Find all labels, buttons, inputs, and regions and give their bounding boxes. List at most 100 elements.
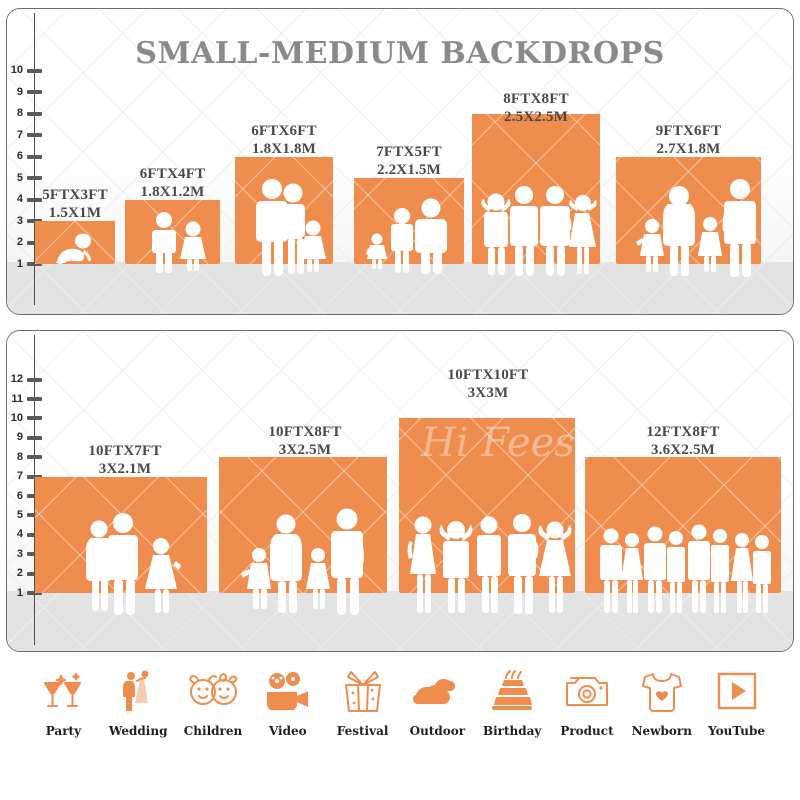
- tick-mark: [27, 377, 42, 382]
- silhouette-person-2: [437, 515, 475, 613]
- y-tick-11: 11: [9, 392, 42, 406]
- usage-item-video[interactable]: Video: [250, 664, 325, 738]
- silhouette-baby: [53, 232, 101, 264]
- birthday-cake-icon: [488, 664, 536, 718]
- y-tick-5: 5: [9, 171, 42, 185]
- usage-label: Birthday: [482, 724, 542, 738]
- y-tick-4: 4: [9, 193, 42, 207]
- usage-item-youtube[interactable]: YouTube: [699, 664, 774, 738]
- silhouette-mother: [660, 184, 698, 276]
- silhouette-adult-d: [568, 190, 598, 274]
- usage-label: Product: [560, 724, 614, 738]
- usage-label: Outdoor: [409, 724, 466, 738]
- silhouette-adult-b: [508, 184, 540, 276]
- y-tick-1: 1: [9, 586, 42, 600]
- y-tick-1: 1: [9, 257, 42, 271]
- usage-item-children[interactable]: Children: [176, 664, 251, 738]
- silhouette-father: [720, 177, 758, 277]
- silhouette-man-tall: [105, 511, 141, 615]
- tick-mark: [27, 176, 42, 180]
- usage-item-wedding[interactable]: Wedding: [101, 664, 176, 738]
- tick-mark: [27, 416, 42, 421]
- y-tick-7: 7: [9, 470, 42, 484]
- silhouette-crowd-5: [685, 523, 713, 613]
- y-tick-9: 9: [9, 85, 42, 99]
- y-tick-6: 6: [9, 150, 42, 164]
- bar-6ftx4ft: [125, 199, 220, 273]
- silhouette-man: [414, 198, 448, 274]
- video-camera-icon: [263, 664, 313, 718]
- usage-item-product[interactable]: Product: [550, 664, 625, 738]
- gift-box-icon: [340, 664, 386, 718]
- silhouette-woman: [387, 207, 417, 273]
- tick-mark: [27, 591, 42, 595]
- bar-7ftx5ft: [354, 178, 464, 274]
- y-tick-7: 7: [9, 128, 42, 142]
- y-tick-9: 9: [9, 431, 42, 445]
- usage-label: Video: [268, 724, 307, 738]
- y-tick-10: 10: [9, 411, 42, 425]
- silhouette-crowd-7: [729, 531, 755, 613]
- silhouette-crowd-1: [597, 527, 625, 613]
- silhouette-crowd-8: [749, 533, 775, 613]
- tick-mark: [27, 219, 42, 223]
- usage-item-festival[interactable]: Festival: [325, 664, 400, 738]
- silhouette-person-5: [537, 515, 573, 613]
- tick-mark: [27, 262, 42, 266]
- usage-label: Children: [183, 724, 243, 738]
- silhouette-crowd-3: [641, 525, 669, 613]
- usage-item-party[interactable]: Party: [26, 664, 101, 738]
- tick-mark: [27, 68, 42, 73]
- tick-mark: [27, 197, 42, 202]
- tick-mark: [27, 532, 42, 537]
- y-tick-10: 10: [9, 64, 42, 78]
- tick-mark: [27, 111, 42, 116]
- party-glasses-icon: [41, 664, 85, 718]
- page-title: SMALL-MEDIUM BACKDROPS: [135, 36, 665, 71]
- y-axis-line-top: [34, 13, 36, 305]
- y-tick-3: 3: [9, 547, 42, 561]
- silhouette-crowd-4: [663, 529, 689, 613]
- silhouette-crowd-2: [619, 531, 645, 613]
- usage-item-birthday[interactable]: Birthday: [475, 664, 550, 738]
- y-tick-8: 8: [9, 107, 42, 121]
- usage-item-newborn[interactable]: Newborn: [624, 664, 699, 738]
- y-tick-2: 2: [9, 236, 42, 250]
- tick-mark: [27, 133, 42, 137]
- silhouette-couple: [255, 178, 307, 276]
- silhouette-girl-small: [636, 218, 666, 272]
- silhouette-child-right: [303, 547, 333, 609]
- tick-mark: [27, 435, 42, 440]
- silhouette-adult-c: [538, 184, 572, 276]
- y-tick-8: 8: [9, 450, 42, 464]
- usage-item-outdoor[interactable]: Outdoor: [400, 664, 475, 738]
- silhouette-mother-long: [267, 513, 305, 613]
- silhouette-crowd-6: [707, 527, 733, 613]
- children-faces-icon: [187, 664, 239, 718]
- tick-mark: [27, 513, 42, 518]
- usage-label: Newborn: [631, 724, 692, 738]
- usage-label: Festival: [336, 724, 389, 738]
- y-tick-2: 2: [9, 567, 42, 581]
- tick-mark: [27, 455, 42, 460]
- bar-10ftx8ft: [219, 457, 387, 615]
- tick-mark: [27, 552, 42, 557]
- y-tick-12: 12: [9, 373, 42, 387]
- tick-mark: [27, 154, 42, 159]
- bar-6ftx6ft: [235, 156, 333, 276]
- usage-label: Wedding: [108, 724, 168, 738]
- silhouette-child: [299, 220, 327, 272]
- bar-5ftx3ft: [35, 221, 115, 264]
- usage-label: Party: [45, 724, 82, 738]
- silhouette-adult-a: [480, 189, 512, 275]
- silhouette-person-1: [407, 515, 439, 613]
- silhouette-woman-back: [83, 519, 115, 611]
- silhouette-girl: [179, 221, 207, 271]
- bar-10ftx7ft: [35, 476, 207, 615]
- tick-mark: [27, 571, 42, 576]
- tick-mark: [27, 90, 42, 94]
- y-tick-4: 4: [9, 528, 42, 542]
- cloud-outdoor-icon: [413, 664, 461, 718]
- wedding-couple-icon: [116, 664, 160, 718]
- bar-8ftx8ft: [472, 113, 600, 276]
